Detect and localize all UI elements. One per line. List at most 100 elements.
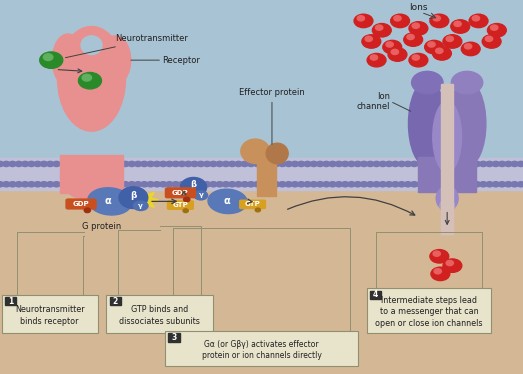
Circle shape — [78, 161, 85, 166]
Circle shape — [116, 182, 123, 187]
Circle shape — [373, 182, 380, 187]
Circle shape — [469, 14, 488, 28]
FancyBboxPatch shape — [2, 295, 97, 334]
Circle shape — [235, 161, 242, 166]
Circle shape — [203, 161, 211, 166]
Circle shape — [379, 161, 386, 166]
Circle shape — [47, 161, 54, 166]
Circle shape — [329, 161, 336, 166]
Circle shape — [59, 182, 66, 187]
Circle shape — [428, 42, 435, 47]
Circle shape — [411, 161, 418, 166]
Circle shape — [425, 40, 444, 54]
Text: β: β — [130, 191, 137, 200]
Circle shape — [436, 48, 443, 53]
Circle shape — [517, 161, 523, 166]
Ellipse shape — [433, 101, 461, 172]
Circle shape — [365, 36, 372, 42]
Circle shape — [15, 182, 22, 187]
Circle shape — [335, 161, 343, 166]
FancyBboxPatch shape — [65, 198, 97, 209]
Circle shape — [316, 161, 324, 166]
Circle shape — [357, 16, 365, 21]
Polygon shape — [129, 189, 158, 210]
Circle shape — [404, 33, 423, 46]
Text: GDP: GDP — [73, 201, 89, 207]
Bar — [0, 174, 523, 374]
Circle shape — [203, 182, 211, 187]
Circle shape — [446, 36, 453, 42]
Circle shape — [472, 16, 480, 21]
Circle shape — [505, 161, 512, 166]
Text: G protein: G protein — [82, 221, 122, 230]
Circle shape — [323, 161, 330, 166]
Circle shape — [216, 161, 223, 166]
Circle shape — [461, 42, 480, 56]
Circle shape — [147, 182, 154, 187]
Circle shape — [407, 34, 414, 40]
Circle shape — [385, 161, 393, 166]
Text: Receptor: Receptor — [162, 56, 200, 65]
Circle shape — [448, 182, 456, 187]
Ellipse shape — [412, 71, 443, 94]
Circle shape — [487, 24, 506, 37]
Circle shape — [28, 182, 35, 187]
Circle shape — [184, 197, 190, 202]
Text: GTP binds and
dissociates subunits: GTP binds and dissociates subunits — [119, 306, 200, 326]
Ellipse shape — [408, 81, 446, 167]
Circle shape — [222, 182, 230, 187]
Circle shape — [0, 182, 4, 187]
Circle shape — [260, 161, 267, 166]
Circle shape — [279, 182, 286, 187]
Circle shape — [335, 182, 343, 187]
Ellipse shape — [65, 174, 118, 200]
FancyBboxPatch shape — [165, 331, 358, 366]
Ellipse shape — [266, 143, 288, 164]
Circle shape — [376, 25, 383, 30]
Circle shape — [404, 182, 412, 187]
Circle shape — [40, 161, 48, 166]
Circle shape — [473, 182, 481, 187]
Circle shape — [442, 182, 449, 187]
Circle shape — [304, 161, 311, 166]
Circle shape — [90, 182, 98, 187]
Text: GDP: GDP — [172, 190, 189, 196]
Circle shape — [122, 182, 129, 187]
Ellipse shape — [58, 27, 126, 131]
Circle shape — [461, 161, 468, 166]
Circle shape — [360, 161, 368, 166]
Circle shape — [141, 182, 148, 187]
Circle shape — [383, 40, 402, 54]
Circle shape — [116, 161, 123, 166]
Circle shape — [433, 16, 440, 21]
Text: Ions: Ions — [409, 3, 428, 12]
Circle shape — [310, 182, 317, 187]
Circle shape — [9, 182, 16, 187]
Circle shape — [388, 48, 407, 61]
Circle shape — [21, 161, 29, 166]
Circle shape — [433, 47, 451, 60]
Circle shape — [434, 269, 441, 274]
Ellipse shape — [99, 36, 131, 85]
Circle shape — [166, 161, 173, 166]
Circle shape — [436, 182, 443, 187]
Circle shape — [448, 161, 456, 166]
Circle shape — [409, 22, 428, 35]
Circle shape — [272, 182, 280, 187]
Bar — [441, 85, 453, 234]
Circle shape — [486, 182, 493, 187]
Circle shape — [97, 182, 104, 187]
Circle shape — [84, 161, 92, 166]
Circle shape — [153, 161, 161, 166]
Circle shape — [454, 161, 462, 166]
Circle shape — [266, 182, 274, 187]
Circle shape — [0, 161, 4, 166]
Circle shape — [254, 161, 261, 166]
Bar — [418, 157, 476, 191]
Circle shape — [134, 182, 142, 187]
Text: Neurotransmitter: Neurotransmitter — [65, 34, 188, 58]
Circle shape — [372, 24, 391, 37]
Circle shape — [147, 161, 154, 166]
Circle shape — [480, 161, 487, 166]
Circle shape — [316, 182, 324, 187]
